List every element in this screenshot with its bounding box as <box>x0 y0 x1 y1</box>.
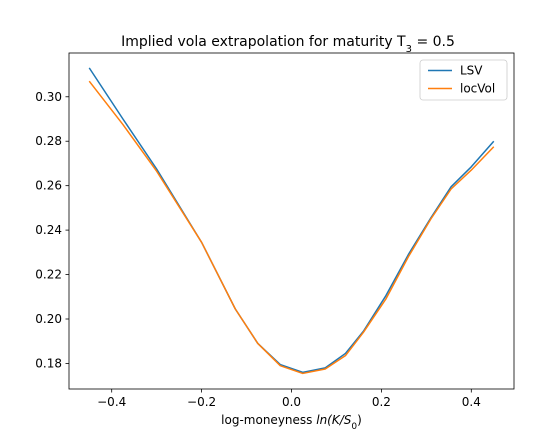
y-tick-label: 0.20 <box>35 312 62 326</box>
plot-frame <box>68 52 515 390</box>
plot-lines <box>88 67 495 375</box>
y-tick-label: 0.18 <box>35 356 62 370</box>
x-axis-title-italic: ln(K/S <box>316 413 352 427</box>
chart-title-subscript: 3 <box>406 44 412 55</box>
y-tick-label: 0.24 <box>35 223 62 237</box>
y-tick-label: 0.26 <box>35 179 62 193</box>
legend-label-locvol: locVol <box>460 82 495 96</box>
legend: LSV locVol <box>419 59 508 101</box>
legend-label-lsv: LSV <box>460 64 483 78</box>
chart-title: Implied vola extrapolation for maturity … <box>121 34 455 55</box>
x-tick-label: −0.4 <box>97 395 126 409</box>
series-line-locvol <box>88 80 495 375</box>
x-axis-title-suffix: ) <box>357 413 362 427</box>
y-tick-label: 0.30 <box>35 90 62 104</box>
x-axis-ticks: −0.4 −0.2 0.0 0.2 0.4 <box>97 389 481 409</box>
x-tick-label: −0.2 <box>187 395 216 409</box>
x-tick-label: 0.0 <box>282 395 301 409</box>
x-axis-title-subscript: 0 <box>351 422 357 432</box>
y-tick-label: 0.28 <box>35 134 62 148</box>
x-axis-title-prefix: log-moneyness <box>221 413 316 427</box>
y-tick-label: 0.22 <box>35 268 62 282</box>
x-axis-title: log-moneyness ln(K/S0) <box>221 413 362 432</box>
chart-title-main: Implied vola extrapolation for maturity … <box>121 34 406 50</box>
y-axis-ticks: 0.18 0.20 0.22 0.24 0.26 0.28 0.30 <box>35 90 69 370</box>
x-tick-label: 0.4 <box>462 395 481 409</box>
x-tick-label: 0.2 <box>372 395 391 409</box>
chart-title-suffix: = 0.5 <box>412 34 455 50</box>
